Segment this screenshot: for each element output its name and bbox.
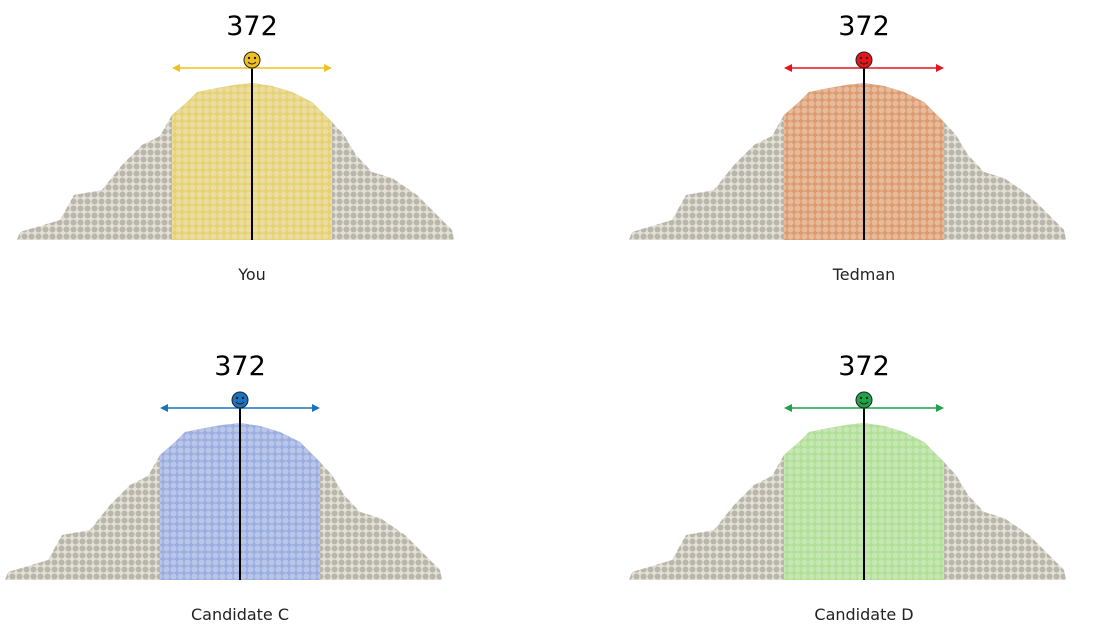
- arrow-head: [784, 64, 792, 72]
- candidate-label: Candidate D: [814, 605, 913, 624]
- arrow-head: [936, 64, 944, 72]
- arrow-head: [784, 404, 792, 412]
- smiley: [855, 391, 873, 409]
- smiley-eye: [247, 56, 251, 60]
- smiley-mouth: [235, 401, 245, 405]
- smiley-mouth: [247, 61, 257, 65]
- candidate-label: Tedman: [832, 265, 896, 284]
- score: 372: [838, 351, 890, 382]
- arrow-head: [172, 64, 180, 72]
- panel: 372 Candidate C: [5, 351, 442, 624]
- score: 372: [226, 11, 278, 42]
- smiley: [243, 51, 261, 69]
- smiley-eye: [859, 396, 863, 400]
- score: 372: [214, 351, 266, 382]
- score: 372: [838, 11, 890, 42]
- arrow-head: [936, 404, 944, 412]
- panel: 372 Candidate D: [629, 351, 1066, 624]
- smiley-eye: [865, 56, 869, 60]
- smiley-eye: [253, 56, 257, 60]
- smiley-eye: [241, 396, 245, 400]
- smiley-eye: [859, 56, 863, 60]
- panel: 372 You: [17, 11, 454, 284]
- smiley-eye: [235, 396, 239, 400]
- smiley: [231, 391, 249, 409]
- smiley-eye: [865, 396, 869, 400]
- smiley-mouth: [859, 61, 869, 65]
- arrow-head: [160, 404, 168, 412]
- candidate-label: Candidate C: [191, 605, 289, 624]
- smiley: [855, 51, 873, 69]
- arrow-head: [324, 64, 332, 72]
- panel: 372 Tedman: [629, 11, 1066, 284]
- candidate-label: You: [237, 265, 266, 284]
- arrow-head: [312, 404, 320, 412]
- smiley-mouth: [859, 401, 869, 405]
